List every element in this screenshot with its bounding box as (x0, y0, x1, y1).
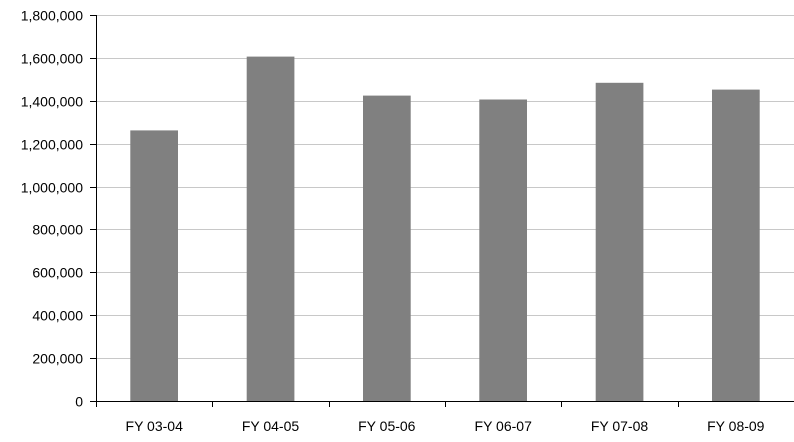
bar-fy-07-08 (595, 82, 644, 402)
bar-fy-06-07 (479, 99, 527, 401)
x-tick-label: FY 05-06 (358, 418, 416, 434)
y-tick-label: 1,600,000 (21, 51, 83, 67)
y-tick-label: 1,000,000 (21, 180, 83, 196)
y-tick-label: 600,000 (32, 265, 83, 281)
y-tick-label: 1,400,000 (21, 94, 83, 110)
x-tick-labels: FY 03-04 FY 04-05 FY 05-06 FY 06-07 FY 07-08… (126, 418, 765, 434)
y-tick-label: 1,200,000 (21, 137, 83, 153)
y-tick-label: 1,800,000 (21, 8, 83, 24)
bar-fy-08-09 (712, 89, 760, 401)
bars (130, 56, 760, 402)
y-tick-label: 200,000 (32, 351, 83, 367)
y-tick-label: 800,000 (32, 222, 83, 238)
x-tick-label: FY 03-04 (126, 418, 184, 434)
x-tick-label: FY 06-07 (475, 418, 533, 434)
y-tick-labels: 0 200,000 400,000 600,000 800,000 1,000,000 1,… (21, 8, 84, 410)
x-tick-label: FY 08-09 (707, 418, 765, 434)
x-tick-label: FY 07-08 (591, 418, 649, 434)
x-tick-label: FY 04-05 (242, 418, 300, 434)
gridlines (96, 15, 794, 359)
y-tick-label: 400,000 (32, 308, 83, 324)
bar-fy-05-06 (363, 95, 411, 401)
bar-fy-04-05 (246, 56, 295, 401)
y-tick-label: 0 (75, 394, 83, 410)
bar-fy-03-04 (130, 130, 178, 401)
axes (90, 15, 794, 407)
